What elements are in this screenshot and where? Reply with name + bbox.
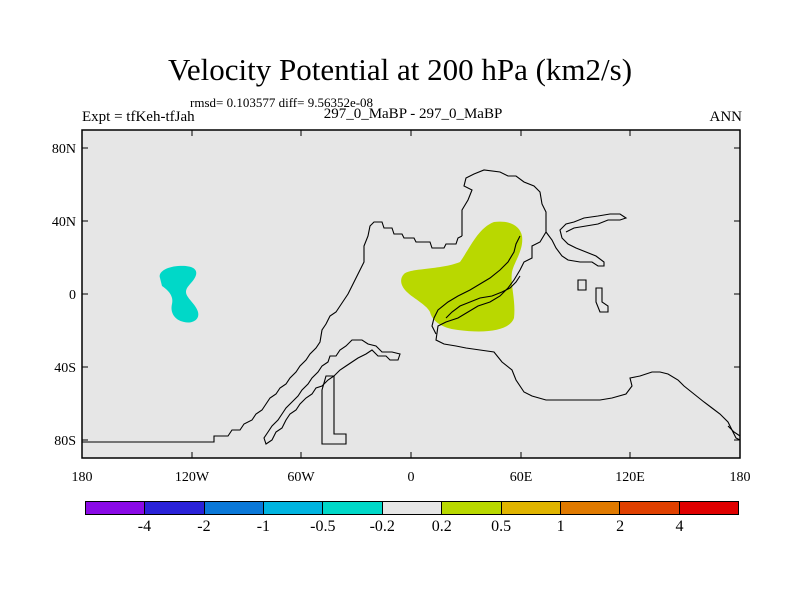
colorbar-box [620, 502, 680, 514]
coastline-africa [431, 235, 521, 335]
stats-line: rmsd= 0.103577 diff= 9.56352e-08 [190, 95, 374, 110]
colorbar-box [86, 502, 146, 514]
colorbar-label: 1 [556, 518, 565, 535]
colorbar-box [442, 502, 502, 514]
y-ticks [82, 147, 740, 441]
x-tick-label: 120E [615, 470, 645, 485]
colorbar-label: -0.5 [310, 518, 336, 535]
coastline-arabia [445, 275, 521, 319]
colorbar-label: 0.5 [491, 518, 512, 535]
y-tick-label: 40N [52, 215, 76, 230]
x-tick-label: 60E [510, 470, 533, 485]
x-tick-label: 180 [730, 470, 751, 485]
y-tick-label: 0 [69, 288, 76, 303]
y-tick-label: 80S [54, 434, 76, 449]
plot-title: Velocity Potential at 200 hPa (km2/s) [167, 52, 633, 87]
colorbar-box [145, 502, 205, 514]
x-ticks [81, 130, 741, 458]
colorbar-label: -4 [137, 518, 152, 535]
y-tick-label: 80N [52, 142, 76, 157]
experiment-label: Expt = tfKeh-tfJah [82, 109, 195, 125]
coastline-antarctic-peninsula [321, 375, 347, 445]
colorbar-box [204, 502, 265, 514]
cases-label: 297_0_MaBP - 297_0_MaBP [323, 106, 503, 122]
season-label: ANN [709, 109, 743, 125]
colorbar-label: 4 [675, 518, 684, 535]
coastlines [82, 169, 741, 445]
colorbar-label: 0.2 [431, 518, 452, 535]
coastline-south-america [263, 339, 401, 445]
colorbar-label: 2 [616, 518, 625, 535]
colorbar-label: -2 [197, 518, 211, 535]
coastline-eurasia [435, 169, 741, 441]
colorbar-box [501, 502, 561, 514]
colorbar-label: -0.2 [369, 518, 395, 535]
x-tick-label: 120W [175, 470, 210, 485]
negative-anomaly-region [159, 265, 199, 323]
x-tick-label: 180 [72, 470, 93, 485]
colorbar-label: -1 [256, 518, 271, 535]
x-tick-label: 60W [287, 470, 315, 485]
coastline-east-asia [545, 213, 628, 267]
colorbar-box [264, 502, 324, 514]
coastline-islands [577, 279, 741, 437]
colorbar-box [323, 502, 383, 514]
colorbar [85, 501, 739, 515]
colorbar-box [560, 502, 621, 514]
y-tick-label: 40S [54, 361, 76, 376]
positive-anomaly-region [401, 221, 523, 332]
colorbar-box [382, 502, 443, 514]
coastline-america [82, 221, 463, 443]
colorbar-box [679, 502, 738, 514]
x-tick-label: 0 [408, 470, 415, 485]
